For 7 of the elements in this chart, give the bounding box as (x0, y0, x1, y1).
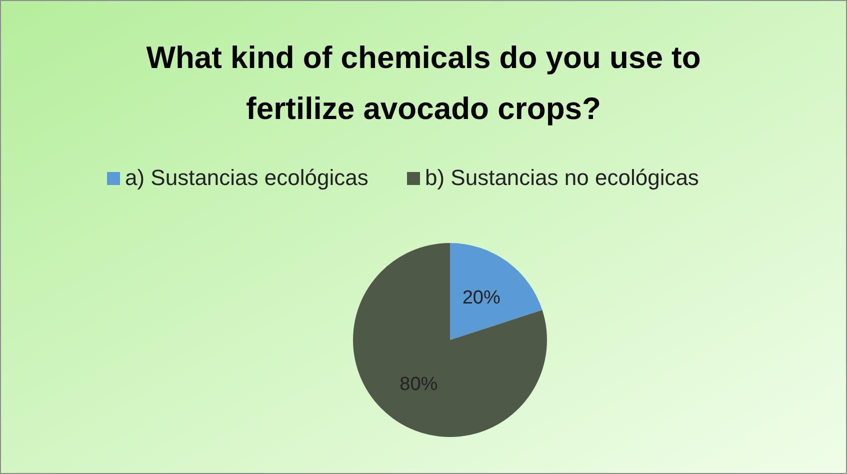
pie-slice (450, 243, 542, 340)
legend-label: b) Sustancias no ecológicas (425, 165, 699, 190)
legend-label: a) Sustancias ecológicas (125, 165, 368, 190)
chart-title: What kind of chemicals do you use to fertilize avocado crops? (146, 40, 701, 126)
data-label: 80% (400, 374, 438, 395)
data-label: 20% (462, 287, 500, 308)
pie-slice (353, 243, 547, 437)
